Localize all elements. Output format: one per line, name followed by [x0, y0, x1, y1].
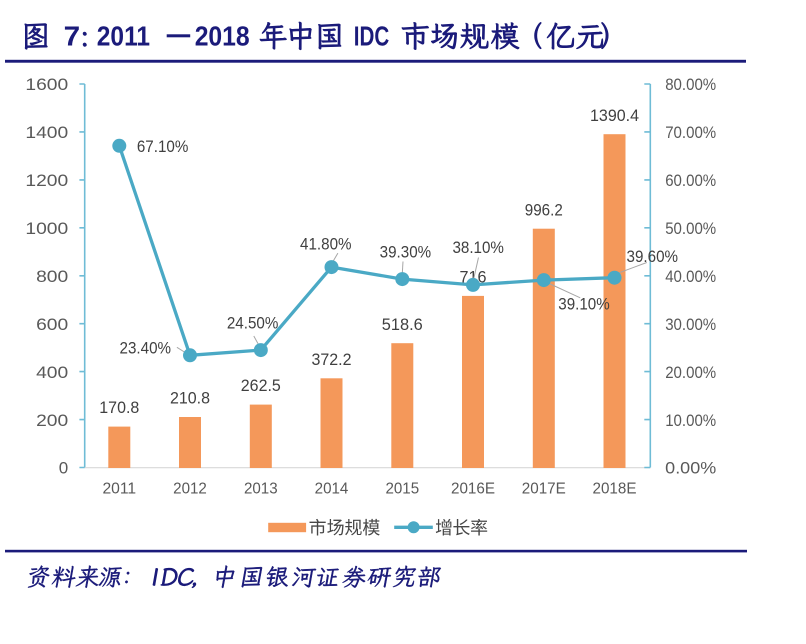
svg-text:2015: 2015	[385, 480, 419, 497]
svg-text:0.00%: 0.00%	[665, 459, 716, 478]
svg-text:60.00%: 60.00%	[665, 171, 716, 190]
svg-text:2018E: 2018E	[593, 480, 637, 497]
svg-text:2011: 2011	[97, 21, 150, 52]
svg-text:50.00%: 50.00%	[665, 219, 716, 238]
svg-text:40.00%: 40.00%	[665, 267, 716, 286]
svg-text:2014: 2014	[315, 480, 349, 497]
svg-text:170.8: 170.8	[99, 399, 139, 417]
svg-text:7: 7	[64, 21, 81, 52]
svg-text:0: 0	[59, 459, 68, 478]
svg-text:2013: 2013	[244, 480, 278, 497]
svg-text:24.50%: 24.50%	[227, 314, 279, 332]
svg-text:IDC: IDC	[354, 21, 390, 52]
svg-text:1600: 1600	[25, 75, 68, 94]
svg-text:996.2: 996.2	[525, 201, 563, 219]
svg-text:39.60%: 39.60%	[627, 248, 679, 266]
svg-text:600: 600	[36, 315, 68, 334]
svg-text:2018: 2018	[195, 21, 250, 52]
svg-text:400: 400	[36, 363, 68, 382]
svg-text:1200: 1200	[25, 171, 68, 190]
svg-text:262.5: 262.5	[241, 377, 281, 395]
svg-text:1400: 1400	[25, 123, 68, 142]
svg-text:30.00%: 30.00%	[665, 315, 716, 334]
svg-text:2016E: 2016E	[451, 480, 495, 497]
svg-text:800: 800	[36, 267, 68, 286]
svg-text:200: 200	[36, 411, 68, 430]
svg-text:518.6: 518.6	[382, 316, 423, 334]
svg-text:70.00%: 70.00%	[665, 123, 716, 142]
svg-text:1000: 1000	[25, 219, 68, 238]
svg-text:10.00%: 10.00%	[665, 411, 716, 430]
svg-text:210.8: 210.8	[170, 390, 210, 408]
svg-text:39.10%: 39.10%	[558, 296, 610, 314]
svg-text:67.10%: 67.10%	[137, 138, 189, 156]
svg-text:2012: 2012	[173, 480, 207, 497]
svg-text:20.00%: 20.00%	[665, 363, 716, 382]
svg-text:38.10%: 38.10%	[452, 239, 504, 257]
svg-text:2011: 2011	[102, 480, 136, 497]
svg-text:39.30%: 39.30%	[380, 244, 432, 262]
svg-text:372.2: 372.2	[312, 351, 352, 369]
svg-text:716: 716	[460, 269, 487, 287]
svg-text:1390.4: 1390.4	[590, 107, 639, 125]
svg-text:80.00%: 80.00%	[665, 75, 716, 94]
svg-text:41.80%: 41.80%	[300, 235, 352, 253]
svg-text:23.40%: 23.40%	[120, 340, 172, 358]
svg-text:2017E: 2017E	[522, 480, 566, 497]
